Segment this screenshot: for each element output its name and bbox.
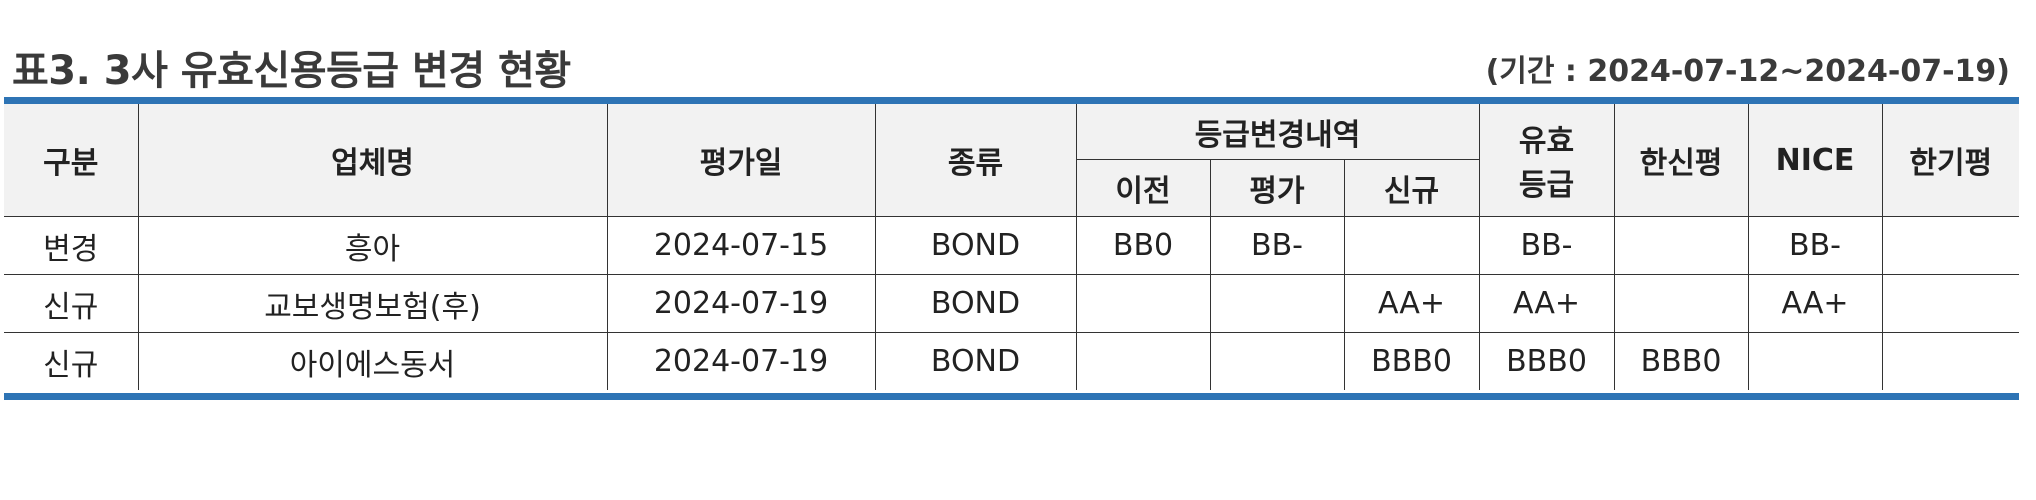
cell-nice-grade: AA+: [1747, 274, 1883, 333]
cell-hangi-grade: [1881, 332, 2020, 390]
col-header-nice: NICE: [1747, 104, 1883, 217]
col-header-eval: 평가: [1209, 159, 1345, 217]
effective-grade-line2: 등급: [1518, 168, 1575, 203]
rating-change-table: 구분 업체명 평가일 종류 등급변경내역 유효 등급 한신평 NICE 한기평 …: [4, 104, 2020, 390]
col-header-hangi: 한기평: [1881, 104, 2020, 217]
effective-grade-line1: 유효: [1518, 124, 1575, 159]
cell-hanshin-grade: [1613, 216, 1749, 275]
cell-category: 변경: [4, 216, 139, 275]
cell-effective-grade: BB-: [1478, 216, 1615, 275]
cell-new-grade: AA+: [1343, 274, 1480, 333]
cell-nice-grade: [1747, 332, 1883, 390]
cell-effective-grade: AA+: [1478, 274, 1615, 333]
cell-type: BOND: [874, 332, 1077, 390]
cell-type: BOND: [874, 274, 1077, 333]
cell-company: 아이에스동서: [137, 332, 608, 390]
cell-prev-grade: [1075, 274, 1211, 333]
cell-type: BOND: [874, 216, 1077, 275]
cell-prev-grade: [1075, 332, 1211, 390]
table-body: 변경 흥아 2024-07-15 BOND BB0 BB- BB- BB- 신규 교보생명보험(후…: [4, 216, 2020, 390]
cell-new-grade: BBB0: [1343, 332, 1480, 390]
cell-hangi-grade: [1881, 216, 2020, 275]
header-row: 구분 업체명 평가일 종류 등급변경내역 유효 등급 한신평 NICE 한기평: [4, 104, 2020, 217]
table-title: 표3. 3사 유효신용등급 변경 현황: [12, 48, 571, 94]
cell-eval-date: 2024-07-19: [606, 274, 876, 333]
cell-eval-grade: [1209, 274, 1345, 333]
cell-category: 신규: [4, 332, 139, 390]
period-label: (기간 : 2024-07-12~2024-07-19): [1485, 54, 2010, 89]
col-header-category: 구분: [4, 104, 139, 217]
cell-eval-date: 2024-07-15: [606, 216, 876, 275]
col-header-grade-change-group: 등급변경내역: [1075, 104, 1480, 160]
cell-category: 신규: [4, 274, 139, 333]
col-header-prev: 이전: [1076, 159, 1211, 217]
header-subrow: 이전 평가 신규: [4, 159, 2019, 217]
cell-eval-date: 2024-07-19: [606, 332, 876, 390]
col-header-effective-grade: 유효 등급: [1478, 104, 1615, 217]
cell-company: 흥아: [137, 216, 608, 275]
cell-effective-grade: BBB0: [1478, 332, 1615, 390]
cell-nice-grade: BB-: [1747, 216, 1883, 275]
cell-prev-grade: BB0: [1075, 216, 1211, 275]
cell-hanshin-grade: BBB0: [1613, 332, 1749, 390]
cell-hangi-grade: [1881, 274, 2020, 333]
table-row: 신규 교보생명보험(후) 2024-07-19 BOND AA+ AA+ AA+: [4, 274, 2020, 333]
table-row: 신규 아이에스동서 2024-07-19 BOND BBB0 BBB0 BBB0: [4, 332, 2020, 390]
col-header-hanshin: 한신평: [1613, 104, 1749, 217]
col-header-type: 종류: [874, 104, 1077, 217]
cell-eval-grade: BB-: [1209, 216, 1345, 275]
table-row: 변경 흥아 2024-07-15 BOND BB0 BB- BB- BB-: [4, 216, 2020, 275]
top-rule: [4, 97, 2019, 104]
cell-eval-grade: [1209, 332, 1345, 390]
cell-hanshin-grade: [1613, 274, 1749, 333]
col-header-new: 신규: [1343, 159, 1480, 217]
cell-new-grade: [1343, 216, 1480, 275]
col-header-company: 업체명: [137, 104, 608, 217]
col-header-eval-date: 평가일: [606, 104, 876, 217]
cell-company: 교보생명보험(후): [137, 274, 608, 333]
bottom-rule: [4, 393, 2019, 400]
